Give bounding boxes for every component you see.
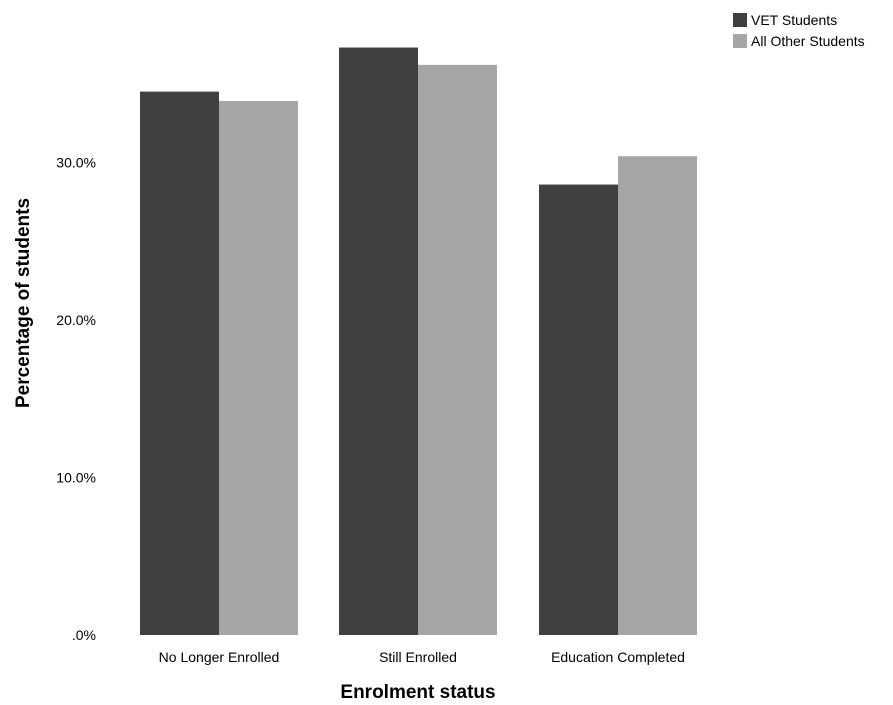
bar-vet-0: [140, 91, 219, 635]
y-tick-label: 20.0%: [56, 312, 96, 328]
x-axis-categories: No Longer Enrolled Still Enrolled Educatio…: [159, 649, 685, 665]
x-category-label: Still Enrolled: [379, 649, 457, 665]
legend-label: VET Students: [751, 12, 837, 28]
bar-vet-2: [539, 184, 618, 636]
bar-other-0: [219, 101, 298, 635]
y-tick-label: .0%: [72, 627, 96, 643]
bar-other-2: [618, 156, 697, 635]
legend-swatch: [733, 13, 747, 27]
x-axis-title: Enrolment status: [340, 682, 495, 703]
x-category-label: Education Completed: [551, 649, 685, 665]
y-tick-label: 30.0%: [56, 155, 96, 171]
y-axis-ticks: .0% 10.0% 20.0% 30.0%: [56, 155, 96, 644]
bar-other-1: [418, 64, 497, 636]
legend: VET Students All Other Students: [733, 12, 865, 49]
bar-vet-1: [339, 47, 418, 635]
y-axis-title: Percentage of students: [13, 198, 34, 408]
y-tick-label: 10.0%: [56, 470, 96, 486]
legend-label: All Other Students: [751, 33, 865, 49]
legend-swatch: [733, 34, 747, 48]
x-category-label: No Longer Enrolled: [159, 649, 280, 665]
bars-group: [140, 47, 697, 636]
